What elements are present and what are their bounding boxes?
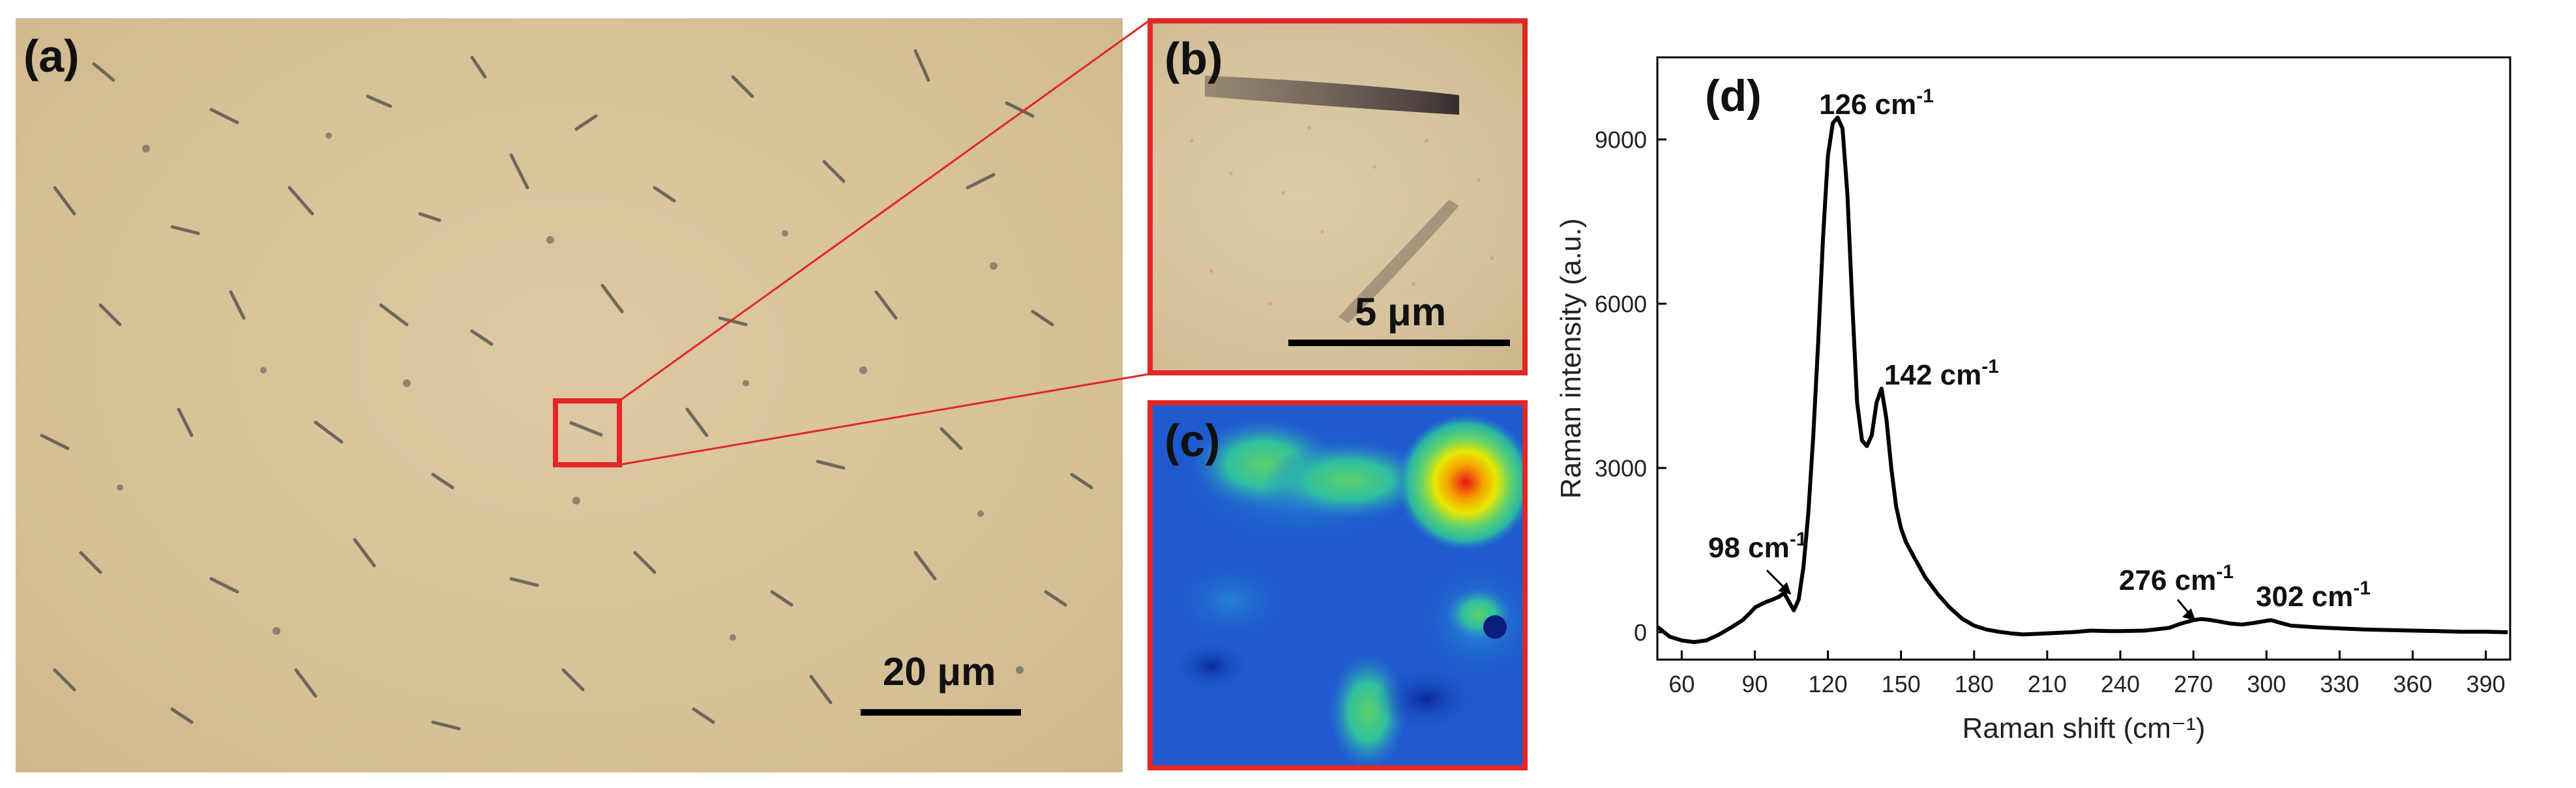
peak-label-142: 142 cm-1 <box>1884 356 1999 391</box>
panel-b-scale-bar <box>1288 340 1510 346</box>
panel-a-scale-label: 20 μm <box>883 650 996 693</box>
plot-frame <box>1656 56 2511 661</box>
zoom-micrograph-panel: (b) 5 μm <box>1147 18 1528 375</box>
x-tick-label: 300 <box>2247 671 2286 697</box>
zoom-flake <box>1190 76 1494 323</box>
y-tick-label: 3000 <box>1595 455 1647 482</box>
spectrum-line <box>1656 115 2508 645</box>
panel-a-scale-bar <box>861 709 1021 716</box>
raman-spectrum-chart: 60 90 120 150 180 210 240 270 300 330 360 390 0 3000 6… <box>1558 56 2511 744</box>
y-tick-label: 6000 <box>1595 291 1647 317</box>
peak-label-98: 98 cm-1 <box>1708 529 1807 564</box>
x-tick-label: 240 <box>2101 671 2140 697</box>
raman-heatmap <box>1153 405 1522 765</box>
panel-b-scale-label: 5 μm <box>1355 290 1447 334</box>
x-tick-label: 390 <box>2466 671 2506 697</box>
x-tick-label: 150 <box>1882 671 1921 697</box>
x-tick-label: 330 <box>2320 671 2359 697</box>
y-tick-label: 0 <box>1634 619 1647 646</box>
panel-a-label: (a) <box>23 31 80 81</box>
panel-b-label: (b) <box>1164 33 1223 84</box>
raman-map-panel: (c) <box>1147 400 1528 770</box>
panel-c-label: (c) <box>1164 415 1221 466</box>
x-tick-label: 180 <box>1955 671 1994 697</box>
x-tick-label: 90 <box>1741 671 1768 697</box>
x-tick-label: 270 <box>2174 671 2213 697</box>
y-tick-label: 9000 <box>1595 126 1647 153</box>
x-axis-label: Raman shift (cm⁻¹) <box>1962 712 2206 744</box>
x-tick-label: 120 <box>1809 671 1848 697</box>
peak-label-276: 276 cm-1 <box>2119 561 2234 596</box>
y-axis-label: Raman intensity (a.u.) <box>1558 218 1587 499</box>
peak-label-302: 302 cm-1 <box>2256 577 2371 613</box>
peak-label-126: 126 cm-1 <box>1819 85 1934 121</box>
optical-micrograph-panel: (a) 20 μm <box>16 18 1123 772</box>
panel-d-label: (d) <box>1705 71 1762 121</box>
x-tick-label: 210 <box>2028 671 2067 697</box>
x-tick-label: 360 <box>2393 671 2432 697</box>
x-tick-label: 60 <box>1668 671 1695 697</box>
raman-spectrum-panel: 60 90 120 150 180 210 240 270 300 330 360 390 0 3000 6… <box>1558 13 2575 782</box>
highlight-box <box>553 398 622 467</box>
